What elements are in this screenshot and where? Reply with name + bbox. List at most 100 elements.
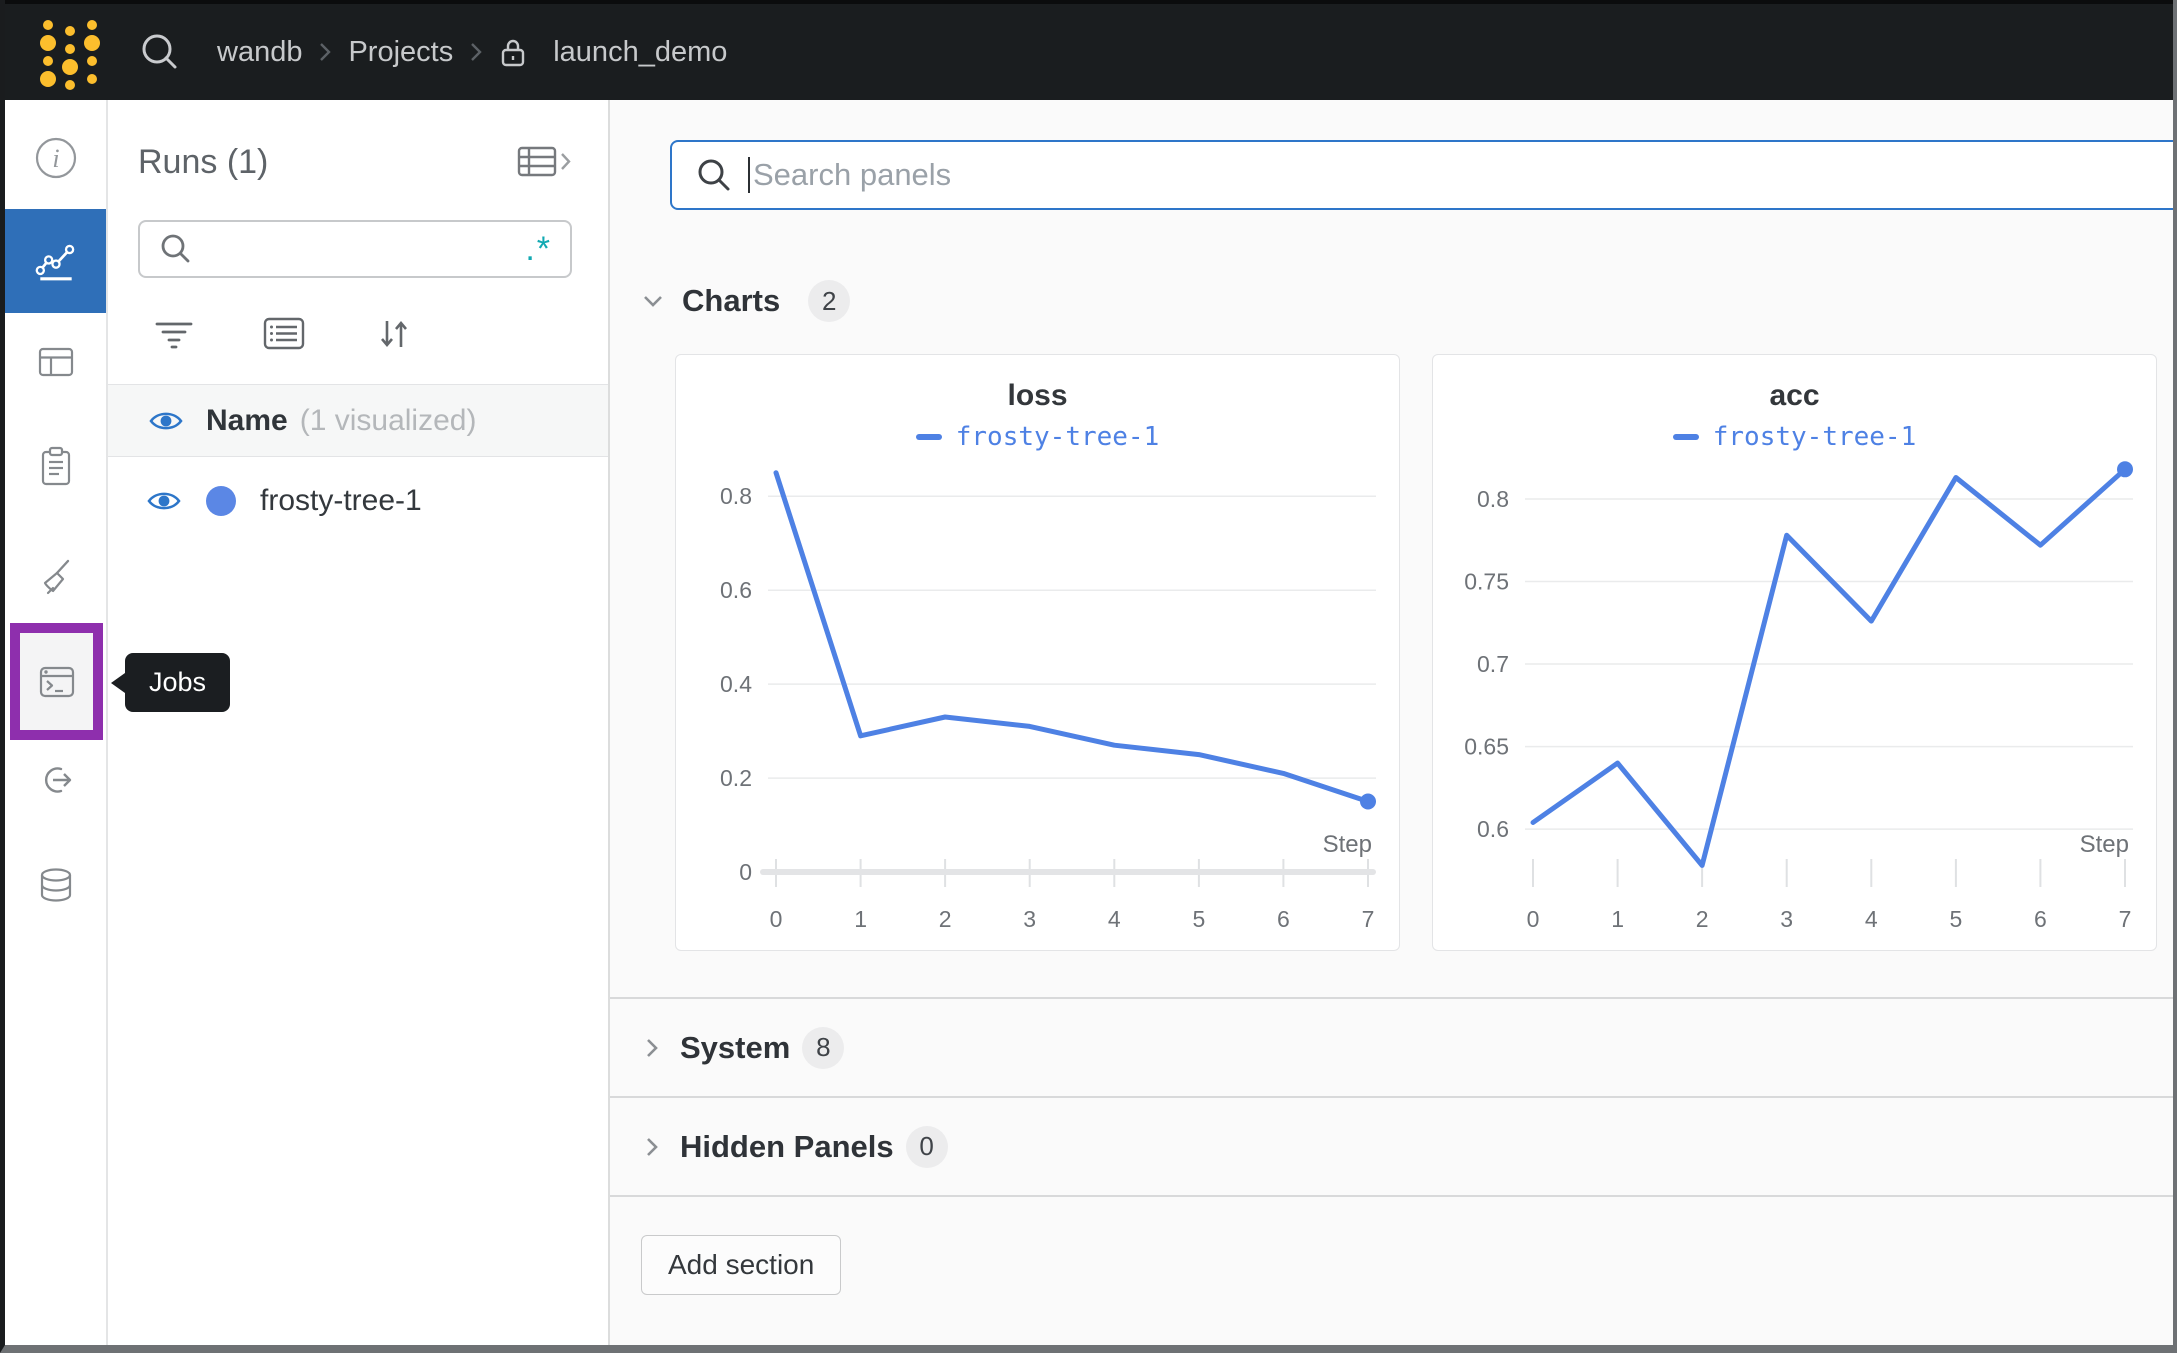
search-icon bbox=[161, 234, 190, 263]
section-count-badge: 0 bbox=[905, 1125, 948, 1168]
svg-text:1: 1 bbox=[1611, 906, 1624, 932]
group-list-icon[interactable] bbox=[262, 312, 306, 356]
section-header-hidden-panels[interactable]: Hidden Panels 0 bbox=[610, 1098, 2173, 1197]
section-header-charts[interactable]: Charts 2 bbox=[640, 280, 2173, 322]
svg-text:2: 2 bbox=[939, 906, 952, 932]
global-search-icon[interactable] bbox=[137, 29, 183, 75]
sweep-arrow-icon bbox=[44, 767, 71, 793]
svg-text:3: 3 bbox=[1780, 906, 1793, 932]
sidebar-item-jobs-highlighted[interactable] bbox=[10, 623, 103, 740]
svg-text:6: 6 bbox=[1277, 906, 1290, 932]
runs-sidebar-panel: Runs (1) .* bbox=[108, 100, 610, 1345]
expand-runs-table-button[interactable] bbox=[516, 142, 574, 182]
section-label[interactable]: Hidden Panels bbox=[680, 1128, 894, 1164]
add-section-button[interactable]: Add section bbox=[641, 1235, 842, 1295]
sidebar-item-automations[interactable] bbox=[34, 760, 78, 804]
chevron-down-icon[interactable] bbox=[640, 289, 666, 313]
sidebar-item-logs[interactable] bbox=[34, 445, 78, 489]
legend-line-swatch bbox=[1672, 434, 1699, 440]
run-list-item[interactable]: frosty-tree-1 bbox=[108, 457, 608, 545]
chart-title: loss bbox=[1007, 379, 1068, 412]
charts-grid: loss frosty-tree-1 0 0.2 0.4 0.6 0.8 0 1 2 3 4 5 6 7… bbox=[675, 354, 2157, 951]
sidebar-item-overview[interactable]: i bbox=[34, 136, 78, 180]
sidebar-item-runs-table[interactable] bbox=[34, 340, 78, 384]
info-icon: i bbox=[35, 137, 76, 179]
chevron-right-icon bbox=[469, 40, 483, 64]
svg-text:7: 7 bbox=[2119, 906, 2132, 932]
breadcrumb: wandb Projects launch_demo bbox=[217, 35, 727, 69]
table-panel-icon bbox=[38, 347, 73, 377]
visibility-eye-icon[interactable] bbox=[148, 408, 184, 434]
svg-text:0.75: 0.75 bbox=[1464, 569, 1509, 595]
acc-chart-plot[interactable]: 0.6 0.65 0.7 0.75 0.8 0 1 2 3 4 5 6 7 Step bbox=[1433, 453, 2157, 950]
chart-panel-loss[interactable]: loss frosty-tree-1 0 0.2 0.4 0.6 0.8 0 1 2 3 4 5 6 7… bbox=[675, 354, 1400, 951]
svg-text:3: 3 bbox=[1023, 906, 1036, 932]
legend-run-name: frosty-tree-1 bbox=[1712, 422, 1917, 452]
sort-icon[interactable] bbox=[372, 312, 416, 356]
svg-text:0.8: 0.8 bbox=[720, 483, 752, 509]
svg-text:0: 0 bbox=[739, 859, 752, 885]
run-color-dot[interactable] bbox=[206, 486, 236, 516]
svg-text:2: 2 bbox=[1696, 906, 1709, 932]
chart-legend: frosty-tree-1 bbox=[676, 421, 1399, 453]
svg-text:0.6: 0.6 bbox=[1477, 816, 1509, 842]
section-label[interactable]: Charts bbox=[682, 283, 781, 318]
search-icon bbox=[698, 159, 730, 191]
svg-text:Step: Step bbox=[2080, 831, 2129, 858]
svg-text:4: 4 bbox=[1108, 906, 1121, 932]
svg-text:0: 0 bbox=[770, 906, 783, 932]
wandb-logo-icon[interactable] bbox=[23, 13, 109, 91]
sidebar-item-sweeps[interactable] bbox=[34, 556, 78, 600]
section-label[interactable]: System bbox=[680, 1029, 791, 1065]
database-icon bbox=[40, 868, 71, 902]
runs-toolbar bbox=[152, 312, 608, 356]
svg-text:1: 1 bbox=[854, 906, 867, 932]
filter-icon[interactable] bbox=[152, 312, 196, 356]
breadcrumb-project-name[interactable]: launch_demo bbox=[553, 35, 728, 68]
svg-text:4: 4 bbox=[1865, 906, 1878, 932]
svg-text:i: i bbox=[52, 144, 59, 173]
svg-text:7: 7 bbox=[1362, 906, 1375, 932]
breadcrumb-projects[interactable]: Projects bbox=[348, 35, 454, 68]
jobs-tooltip: Jobs bbox=[125, 653, 231, 712]
svg-text:0.2: 0.2 bbox=[720, 765, 752, 791]
visibility-eye-icon[interactable] bbox=[146, 488, 182, 514]
sidebar-item-artifacts[interactable] bbox=[34, 864, 78, 908]
runs-table-header-row[interactable]: Name (1 visualized) bbox=[108, 385, 608, 457]
svg-text:5: 5 bbox=[1950, 906, 1963, 932]
runs-search-input[interactable]: .* bbox=[138, 220, 572, 278]
breadcrumb-entity[interactable]: wandb bbox=[217, 35, 303, 68]
content-area: i bbox=[5, 100, 2173, 1345]
search-placeholder: Search panels bbox=[753, 157, 952, 192]
lock-icon bbox=[502, 39, 525, 67]
divider bbox=[108, 384, 608, 385]
chart-title: acc bbox=[1769, 379, 1820, 412]
chevron-right-icon[interactable] bbox=[640, 1035, 664, 1061]
chart-panel-acc[interactable]: acc frosty-tree-1 0.6 0.65 0.7 0.75 0.8 0 1 2 3 4… bbox=[1432, 354, 2157, 951]
text-cursor bbox=[748, 157, 750, 193]
loss-chart-plot[interactable]: 0 0.2 0.4 0.6 0.8 0 1 2 3 4 5 6 7 Step bbox=[676, 453, 1400, 950]
top-navigation-bar: wandb Projects launch_demo bbox=[5, 0, 2173, 100]
column-header-name[interactable]: Name bbox=[206, 403, 288, 437]
jobs-terminal-icon bbox=[39, 666, 74, 697]
svg-text:0.4: 0.4 bbox=[720, 671, 752, 697]
clipboard-icon bbox=[41, 446, 70, 486]
left-icon-rail: i bbox=[5, 100, 108, 1345]
sidebar-item-workspace-active[interactable] bbox=[5, 209, 106, 313]
visualized-count-label: (1 visualized) bbox=[299, 403, 477, 437]
panel-search-input[interactable]: Search panels bbox=[670, 140, 2173, 210]
svg-text:5: 5 bbox=[1193, 906, 1206, 932]
section-header-system[interactable]: System 8 bbox=[610, 999, 2173, 1098]
svg-text:0.8: 0.8 bbox=[1477, 486, 1509, 512]
runs-panel-title: Runs (1) bbox=[138, 142, 269, 181]
broom-icon bbox=[43, 559, 69, 595]
svg-text:Step: Step bbox=[1323, 831, 1372, 858]
regex-toggle-icon[interactable]: .* bbox=[525, 230, 552, 268]
svg-text:0.6: 0.6 bbox=[720, 577, 752, 603]
run-name-label[interactable]: frosty-tree-1 bbox=[260, 484, 422, 517]
chart-legend: frosty-tree-1 bbox=[1433, 421, 2156, 453]
chevron-right-icon[interactable] bbox=[640, 1134, 664, 1160]
section-count-badge: 8 bbox=[802, 1026, 845, 1069]
workspace-main: Search panels Charts 2 loss frosty-tree-… bbox=[610, 100, 2173, 1345]
